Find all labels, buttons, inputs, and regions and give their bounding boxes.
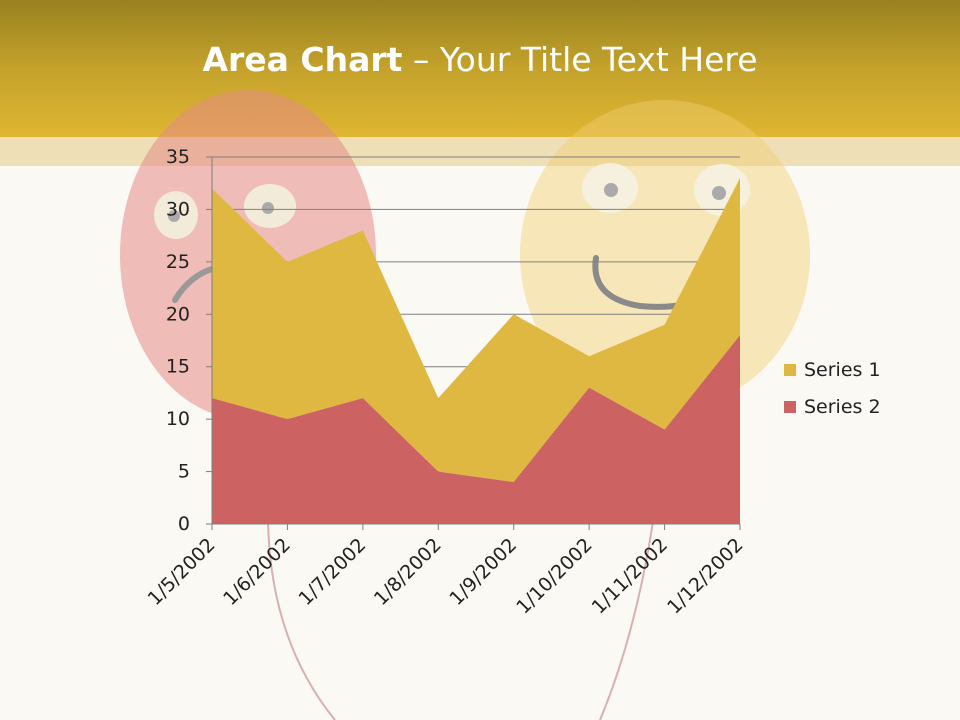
- title-bold: Area Chart: [202, 40, 403, 79]
- y-tick-label: 10: [166, 408, 190, 430]
- balloon-pupil-icon: [712, 186, 726, 200]
- slide-title: Area Chart – Your Title Text Here: [0, 40, 960, 79]
- y-tick-label: 0: [178, 513, 190, 535]
- balloon-string-icon: [267, 519, 336, 720]
- y-tick-label: 5: [178, 461, 190, 483]
- area-series2: [212, 335, 740, 524]
- balloon-pupil-icon: [262, 202, 274, 214]
- y-tick-label: 15: [166, 356, 190, 378]
- x-tick-label: 1/8/2002: [370, 534, 446, 610]
- x-axis-ticks: 1/5/2002 1/6/2002 1/7/2002 1/8/2002 1/9/2002…: [144, 524, 748, 618]
- y-tick-label: 35: [166, 146, 190, 168]
- legend: Series 1 Series 2: [784, 358, 881, 432]
- x-tick-label: 1/10/2002: [512, 534, 596, 618]
- legend-label-series2: Series 2: [804, 396, 881, 418]
- legend-label-series1: Series 1: [804, 359, 881, 381]
- area-series1: [212, 177, 740, 483]
- x-tick-label: 1/9/2002: [445, 534, 521, 610]
- x-tick-label: 1/5/2002: [144, 534, 220, 610]
- legend-swatch-series2: [784, 401, 796, 413]
- x-tick-label: 1/7/2002: [294, 534, 370, 610]
- chart-axes: [211, 157, 740, 525]
- y-tick-label: 25: [166, 251, 190, 273]
- chart-areas: [212, 177, 740, 524]
- y-tick-label: 20: [166, 303, 190, 325]
- title-rest: – Your Title Text Here: [402, 40, 758, 79]
- legend-item-series2: Series 2: [784, 395, 881, 419]
- x-tick-label: 1/6/2002: [219, 534, 295, 610]
- header-bar: [0, 0, 960, 137]
- balloon-pupil-icon: [168, 210, 180, 222]
- x-tick-label: 1/12/2002: [663, 534, 747, 618]
- balloon-mouth-icon: [172, 265, 218, 303]
- legend-swatch-series1: [784, 364, 796, 376]
- x-tick-label: 1/11/2002: [588, 534, 672, 618]
- y-tick-label: 30: [166, 198, 190, 220]
- legend-item-series1: Series 1: [784, 358, 881, 382]
- y-axis-ticks: 0 5 10 15 20 25 30 35: [166, 146, 212, 535]
- balloon-pupil-icon: [604, 183, 618, 197]
